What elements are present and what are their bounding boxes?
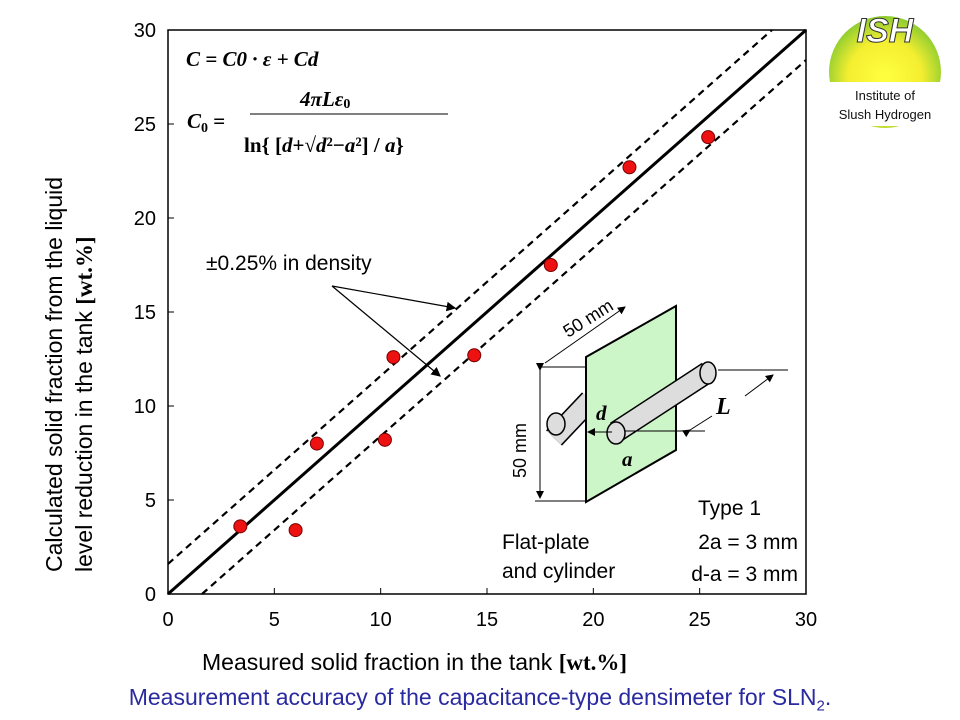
- lower-band-line: [201, 59, 807, 595]
- x-tick-label: 15: [476, 609, 498, 631]
- svg-text:50 mm: 50 mm: [510, 423, 530, 478]
- data-point: [622, 160, 637, 175]
- y-tick-label: 30: [134, 20, 156, 42]
- y-tick-label: 20: [134, 208, 156, 230]
- reference-line: [167, 28, 807, 596]
- formula-2: C0 = 4πLε0 ln{ [d+√d²−a²] / a}: [187, 87, 448, 157]
- svg-text:ln{ [d+√d²−a²] / a}: ln{ [d+√d²−a²] / a}: [244, 133, 404, 157]
- x-tick-label: 10: [370, 609, 392, 631]
- x-tick-label: 20: [582, 609, 604, 631]
- type-label: Type 1: [698, 497, 761, 520]
- svg-text:Institute of: Institute of: [855, 88, 915, 103]
- band-label: ±0.25% in density: [206, 252, 372, 275]
- svg-text:d: d: [596, 401, 607, 425]
- svg-text:Slush Hydrogen: Slush Hydrogen: [839, 107, 932, 122]
- config-line-1: Flat-plate: [502, 531, 590, 554]
- data-point: [543, 258, 558, 272]
- svg-text:a: a: [622, 447, 633, 471]
- spec-2: d-a = 3 mm: [691, 563, 798, 586]
- data-point: [288, 523, 303, 538]
- ish-logo: ISH Institute of Slush Hydrogen: [826, 12, 944, 128]
- svg-text:C0 =: C0 =: [187, 109, 225, 136]
- svg-text:4πLε0: 4πLε0: [299, 87, 350, 112]
- svg-text:level reduction in the tank [w: level reduction in the tank [wt.%]: [71, 236, 97, 572]
- data-point: [377, 432, 392, 447]
- x-tick-label: 0: [162, 609, 173, 631]
- data-point: [386, 350, 401, 365]
- sensor-diagram: 50 mm 50 mm d a L: [510, 295, 788, 504]
- y-axis-label: Calculated solid fraction from the liqui…: [41, 177, 97, 572]
- formula-1: C = C0 · ε + Cd: [186, 47, 319, 71]
- data-point: [467, 348, 482, 363]
- data-point: [309, 436, 324, 451]
- x-axis-label: Measured solid fraction in the tank [wt.…: [202, 649, 627, 675]
- y-tick-label: 10: [134, 396, 156, 418]
- x-tick-label: 5: [269, 609, 280, 631]
- svg-text:ISH: ISH: [857, 12, 915, 50]
- upper-band-line: [167, 29, 773, 565]
- figure-caption: Measurement accuracy of the capacitance-…: [128, 684, 832, 715]
- svg-text:Calculated solid fraction from: Calculated solid fraction from the liqui…: [41, 177, 67, 572]
- y-tick-label: 0: [145, 584, 156, 606]
- config-line-2: and cylinder: [502, 560, 615, 583]
- spec-1: 2a = 3 mm: [698, 531, 798, 554]
- y-tick-label: 5: [145, 490, 156, 512]
- data-point: [233, 519, 248, 534]
- x-tick-label: 25: [689, 609, 711, 631]
- y-tick-label: 25: [134, 114, 156, 136]
- data-point: [701, 130, 716, 145]
- x-tick-label: 30: [795, 609, 817, 631]
- y-tick-label: 15: [134, 302, 156, 324]
- svg-text:L: L: [715, 394, 731, 420]
